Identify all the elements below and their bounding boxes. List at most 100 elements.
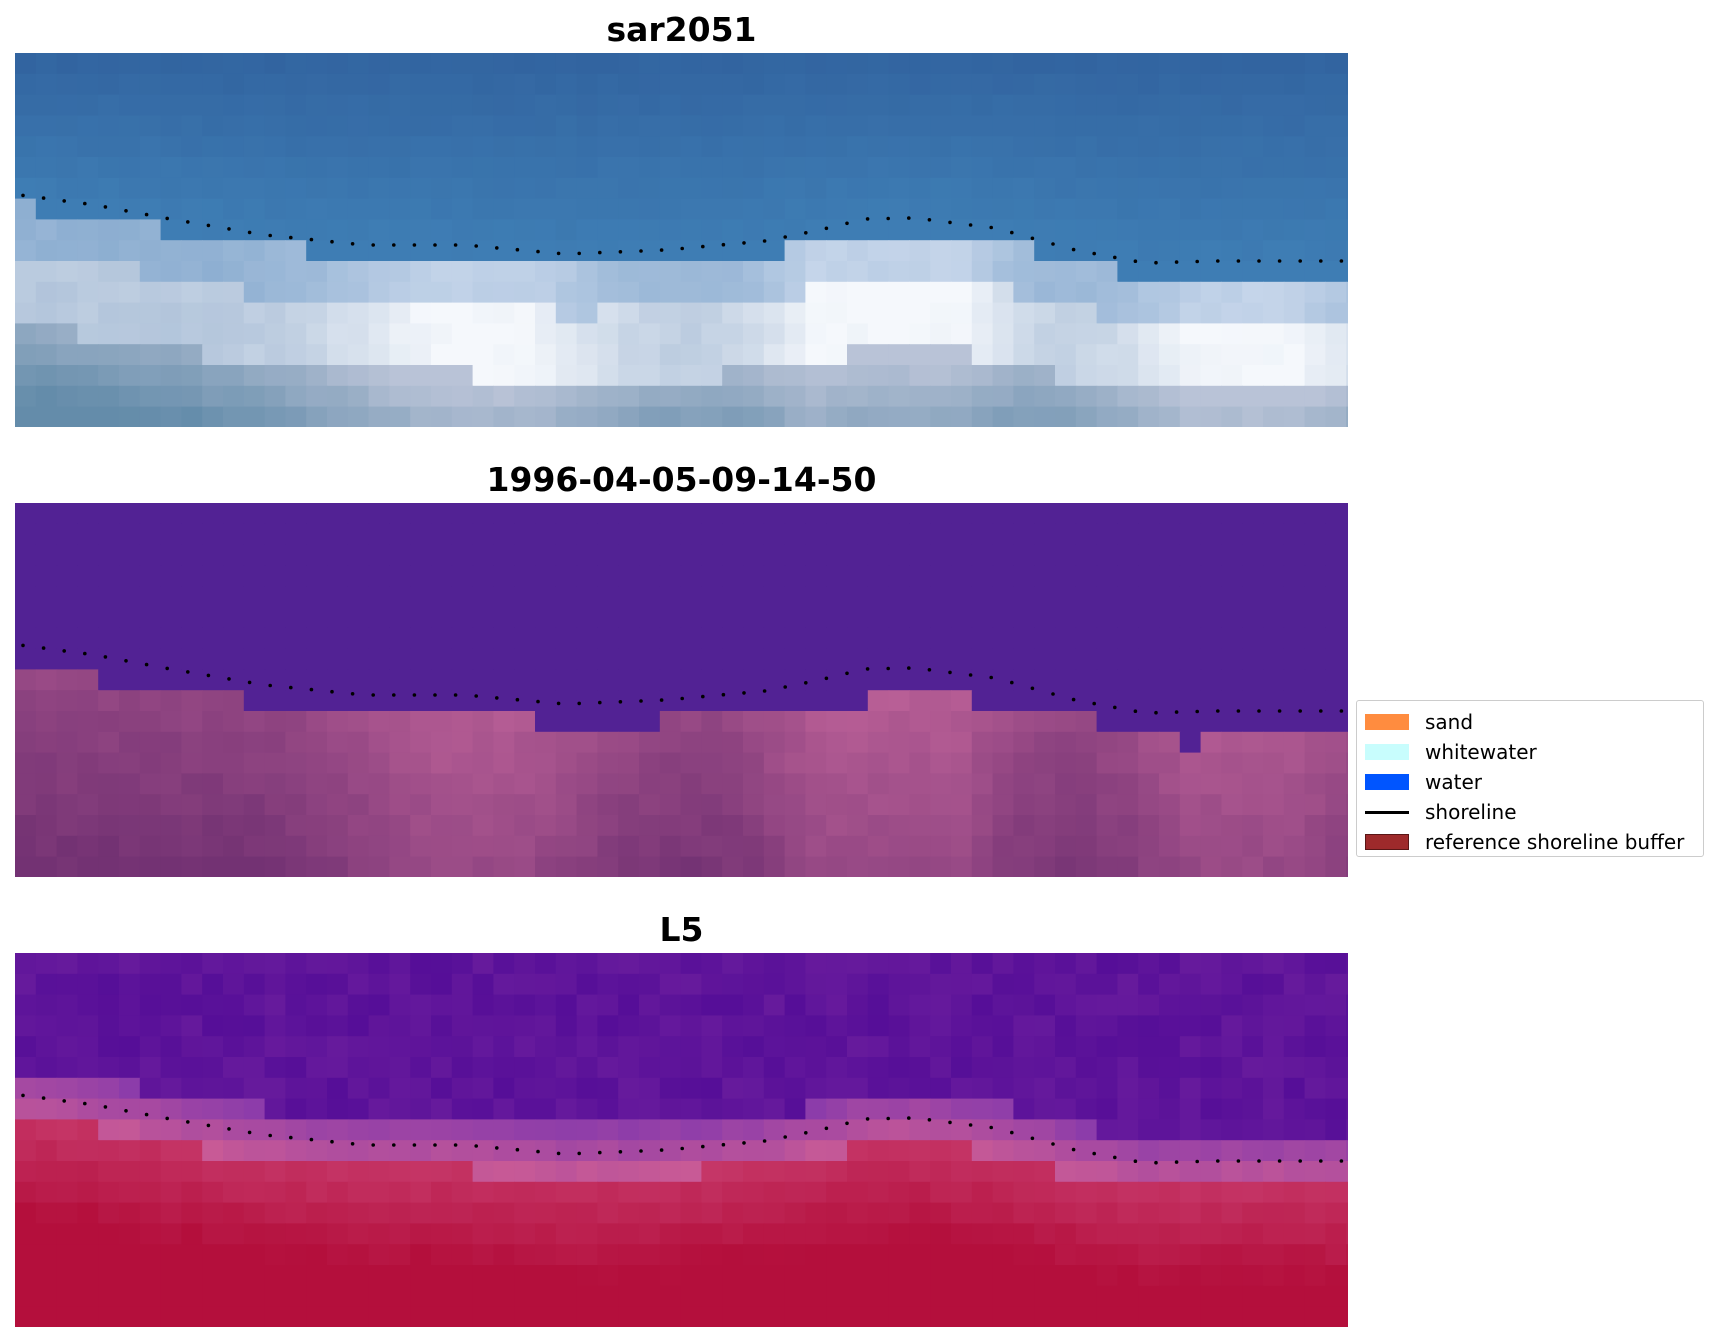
falsecolor-image-panel bbox=[15, 953, 1348, 1327]
shoreline-point bbox=[103, 205, 108, 209]
shoreline-point bbox=[1216, 1159, 1220, 1163]
shoreline-point bbox=[989, 1125, 993, 1130]
shoreline-point bbox=[1339, 709, 1344, 713]
shoreline-point bbox=[495, 696, 499, 700]
shoreline-point bbox=[886, 666, 890, 671]
shoreline-point bbox=[968, 673, 973, 677]
shoreline-point bbox=[474, 694, 479, 698]
shoreline-point bbox=[556, 251, 561, 256]
shoreline-point bbox=[309, 687, 314, 692]
shoreline-point bbox=[1113, 255, 1117, 260]
shoreline-point bbox=[206, 223, 211, 228]
shoreline-point bbox=[186, 670, 190, 674]
shoreline-point bbox=[721, 692, 726, 697]
shoreline-point bbox=[1092, 1151, 1096, 1156]
classified-image-panel bbox=[15, 503, 1348, 877]
shoreline-point bbox=[968, 223, 973, 227]
shoreline-point bbox=[804, 681, 808, 685]
shoreline-point bbox=[515, 247, 520, 252]
shoreline-point bbox=[989, 225, 993, 230]
shoreline-point bbox=[907, 216, 911, 220]
shoreline-point bbox=[680, 246, 684, 251]
shoreline-point bbox=[886, 216, 890, 221]
shoreline-point bbox=[474, 244, 479, 248]
shoreline-point bbox=[927, 218, 932, 222]
shoreline-point bbox=[474, 1144, 479, 1148]
shoreline-point bbox=[165, 666, 169, 671]
shoreline-point bbox=[680, 1146, 684, 1151]
shoreline-point bbox=[433, 693, 437, 697]
shoreline-point bbox=[1174, 1160, 1179, 1164]
shoreline-point bbox=[536, 249, 540, 254]
shoreline-point bbox=[1216, 259, 1220, 263]
shoreline-point bbox=[948, 220, 952, 225]
shoreline-point bbox=[144, 212, 149, 217]
shoreline-point bbox=[1051, 242, 1055, 246]
shoreline-point bbox=[1277, 1159, 1282, 1163]
shoreline-point bbox=[639, 249, 643, 253]
shoreline-point bbox=[721, 1142, 726, 1147]
shoreline-dots bbox=[21, 643, 1344, 715]
shoreline-point bbox=[1195, 709, 1199, 714]
shoreline-point bbox=[659, 698, 664, 702]
shoreline-point bbox=[392, 1143, 396, 1147]
shoreline-point bbox=[598, 1150, 602, 1155]
shoreline-point bbox=[453, 1143, 458, 1147]
shoreline-point bbox=[927, 1118, 932, 1122]
shoreline-point bbox=[1195, 1159, 1199, 1164]
shoreline-point bbox=[845, 221, 849, 226]
legend-item-sand: sand bbox=[1365, 707, 1695, 737]
shoreline-point bbox=[309, 1137, 314, 1142]
shoreline-point bbox=[165, 1116, 169, 1121]
shoreline-point bbox=[701, 1144, 705, 1149]
shoreline-point bbox=[268, 683, 272, 688]
shoreline-point bbox=[371, 243, 376, 247]
shoreline-point bbox=[865, 1117, 870, 1121]
shoreline-point bbox=[144, 1112, 149, 1117]
shoreline-point bbox=[556, 701, 561, 706]
shoreline-point bbox=[350, 692, 355, 696]
shoreline-point bbox=[289, 235, 293, 240]
pixel-grid bbox=[15, 953, 1348, 1327]
shoreline-point bbox=[1113, 1155, 1117, 1160]
shoreline-point bbox=[1339, 1159, 1344, 1163]
shoreline-point bbox=[824, 226, 829, 231]
shoreline-point bbox=[1216, 709, 1220, 713]
shoreline-point bbox=[1030, 236, 1035, 241]
shoreline-point bbox=[577, 701, 581, 706]
shoreline-point bbox=[742, 691, 746, 695]
shoreline-point bbox=[639, 699, 643, 703]
shoreline-point bbox=[845, 1121, 849, 1126]
shoreline-point bbox=[165, 216, 169, 221]
shoreline-point bbox=[804, 1131, 808, 1135]
legend-item-reference-buffer: reference shoreline buffer bbox=[1365, 827, 1695, 857]
shoreline-point bbox=[62, 1099, 66, 1103]
shoreline-point bbox=[515, 1147, 520, 1152]
shoreline-point bbox=[371, 1143, 376, 1147]
shoreline-point bbox=[1071, 247, 1076, 252]
shoreline-point bbox=[742, 241, 746, 245]
shoreline-point bbox=[1030, 1136, 1035, 1141]
shoreline-point bbox=[701, 694, 705, 699]
shoreline-point bbox=[1133, 259, 1138, 263]
shoreline-point bbox=[577, 251, 581, 256]
shoreline-point bbox=[1319, 259, 1323, 263]
shoreline-point bbox=[680, 696, 684, 701]
legend-item-water: water bbox=[1365, 767, 1695, 797]
shoreline-point bbox=[289, 685, 293, 690]
shoreline-point bbox=[742, 1141, 746, 1145]
shoreline-point bbox=[309, 237, 314, 242]
shoreline-point bbox=[1133, 709, 1138, 713]
pixel-grid bbox=[15, 53, 1348, 427]
shoreline-point bbox=[1051, 1142, 1055, 1146]
shoreline-point bbox=[392, 693, 396, 697]
shoreline-point bbox=[618, 700, 623, 704]
shoreline-point bbox=[907, 1116, 911, 1120]
shoreline-point bbox=[21, 193, 25, 198]
shoreline-point bbox=[103, 655, 108, 659]
shoreline-point bbox=[412, 243, 417, 247]
rgb-image bbox=[15, 53, 1348, 427]
shoreline-point bbox=[330, 239, 334, 244]
shoreline-point bbox=[1092, 701, 1096, 706]
shoreline-point bbox=[62, 649, 66, 653]
